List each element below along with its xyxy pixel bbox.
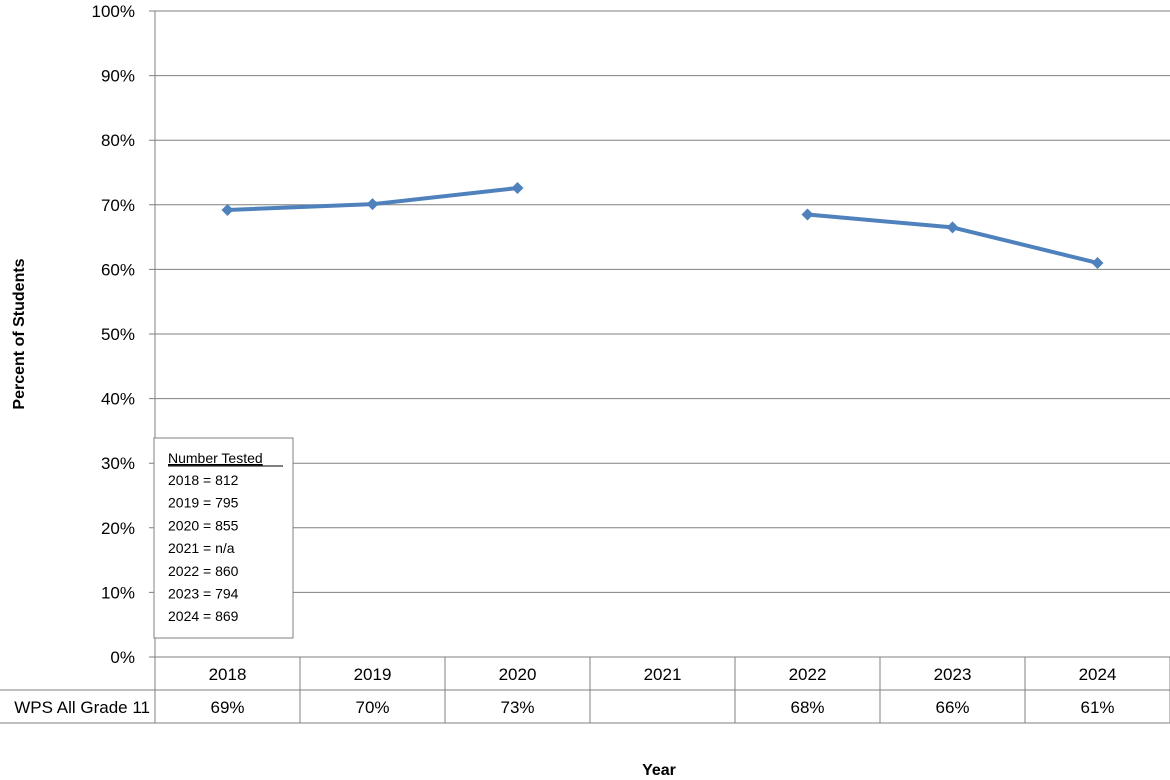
y-tick-label: 0% <box>110 648 135 667</box>
x-axis-title: Year <box>642 762 676 779</box>
series-name-label: WPS All Grade 11 <box>14 698 150 717</box>
data-point <box>366 198 379 211</box>
y-axis-title: Percent of Students <box>11 258 28 409</box>
x-tick-label: 2019 <box>354 665 392 684</box>
annotation-title: Number Tested <box>168 450 263 466</box>
data-label: 70% <box>355 698 389 717</box>
series-lines <box>225 186 1100 265</box>
y-tick-label: 100% <box>92 2 135 21</box>
annotation-line: 2022 = 860 <box>168 563 239 579</box>
x-tick-label: 2022 <box>789 665 827 684</box>
annotation-line: 2024 = 869 <box>168 608 239 624</box>
data-label: 73% <box>500 698 534 717</box>
x-tick-label: 2018 <box>209 665 247 684</box>
data-label: 68% <box>790 698 824 717</box>
data-label: 61% <box>1080 698 1114 717</box>
number-tested-box: Number Tested 2018 = 812 2019 = 795 2020 =… <box>153 437 294 639</box>
x-tick-label: 2024 <box>1079 665 1117 684</box>
y-tick-label: 40% <box>101 390 135 409</box>
data-table: 2018 2019 2020 2021 2022 2023 2024 WPS All Grad… <box>0 657 1170 724</box>
y-tick-label: 80% <box>101 131 135 150</box>
annotation-line: 2018 = 812 <box>168 472 239 488</box>
annotation-line: 2020 = 855 <box>168 517 239 533</box>
annotation-line: 2019 = 795 <box>168 495 239 511</box>
annotation-lines: 2018 = 812 2019 = 795 2020 = 855 2021 = n/a… <box>168 472 239 624</box>
data-point <box>221 203 234 216</box>
x-tick-label: 2021 <box>644 665 682 684</box>
data-label: 66% <box>935 698 969 717</box>
y-tick-label: 20% <box>101 519 135 538</box>
y-tick-label: 50% <box>101 325 135 344</box>
data-point <box>1091 256 1104 269</box>
data-point <box>801 208 814 221</box>
series-markers <box>221 182 1104 269</box>
gridlines <box>149 10 1170 658</box>
x-tick-label: 2020 <box>499 665 537 684</box>
y-tick-label: 70% <box>101 196 135 215</box>
x-tick-label: 2023 <box>934 665 972 684</box>
y-tick-label: 10% <box>101 583 135 602</box>
y-tick-label: 30% <box>101 454 135 473</box>
annotation-line: 2021 = n/a <box>168 540 235 556</box>
y-tick-label: 90% <box>101 67 135 86</box>
data-point <box>511 182 524 195</box>
data-point <box>946 221 959 234</box>
y-tick-label: 60% <box>101 260 135 279</box>
annotation-box <box>153 437 294 639</box>
data-label: 69% <box>210 698 244 717</box>
y-axis-ticks: 0% 10% 20% 30% 40% 50% 60% 70% 80% 90% 100% <box>92 2 135 667</box>
annotation-line: 2023 = 794 <box>168 586 239 602</box>
